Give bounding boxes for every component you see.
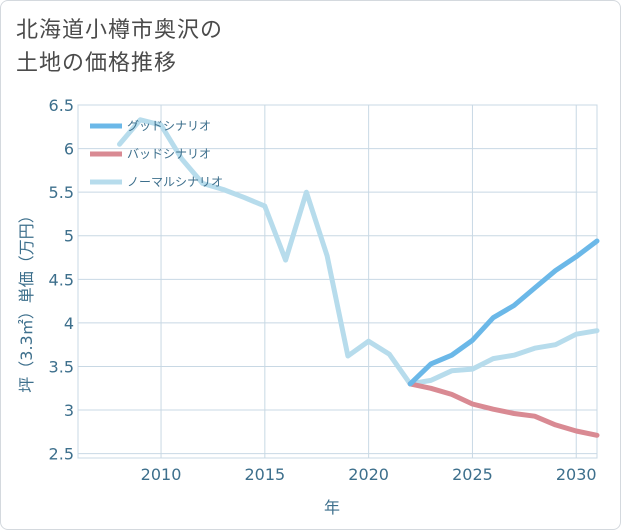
y-tick-label: 4: [64, 314, 74, 333]
x-tick-label: 2025: [452, 465, 493, 484]
y-tick-label: 6: [64, 140, 74, 159]
y-axis-label: 坪（3.3㎡）単価（万円）: [17, 207, 36, 392]
series-line-1: [407, 381, 600, 438]
grid-lines: [77, 104, 598, 459]
y-tick-label: 4.5: [49, 270, 74, 289]
x-axis-label: 年: [324, 498, 340, 517]
x-tick-label: 2010: [141, 465, 182, 484]
x-tick-label: 2030: [556, 465, 597, 484]
x-tick-label: 2015: [244, 465, 285, 484]
y-tick-label: 3: [64, 401, 74, 420]
title-line-1: 北海道小樽市奥沢の: [16, 18, 224, 43]
y-tick-label: 5: [64, 227, 74, 246]
legend-label: ノーマルシナリオ: [127, 175, 223, 189]
series-lines: [117, 117, 600, 438]
y-tick-label: 5.5: [49, 183, 74, 202]
legend-label: グッドシナリオ: [127, 119, 211, 133]
y-tick-label: 6.5: [49, 96, 74, 115]
title-line-2: 土地の価格推移: [16, 51, 178, 76]
x-tick-label: 2020: [348, 465, 389, 484]
series-line-0: [407, 238, 600, 387]
series-line-2: [117, 117, 600, 387]
y-tick-label: 2.5: [49, 445, 74, 464]
legend-label: バッドシナリオ: [127, 147, 211, 161]
chart-title: 北海道小樽市奥沢の 土地の価格推移: [16, 14, 436, 80]
y-tick-label: 3.5: [49, 357, 74, 376]
tick-labels: 2.5 3 3.5 4 4.5 5 5.5 6 6.5 2010 2015 2020 2025 2030: [49, 96, 597, 484]
